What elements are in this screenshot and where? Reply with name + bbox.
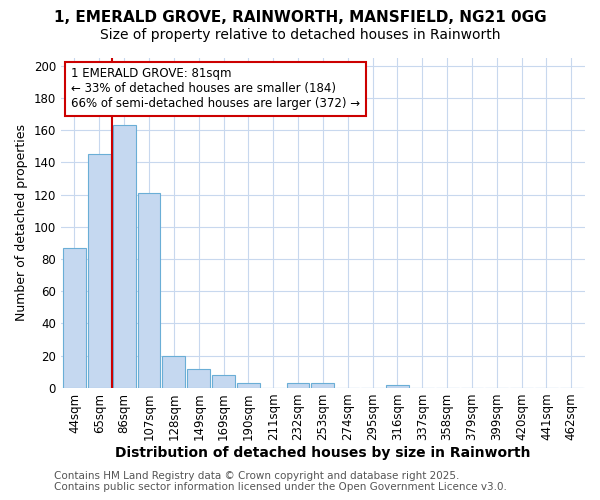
- Text: Contains HM Land Registry data © Crown copyright and database right 2025.
Contai: Contains HM Land Registry data © Crown c…: [54, 471, 507, 492]
- Bar: [311, 383, 334, 388]
- Bar: [386, 384, 409, 388]
- Bar: [212, 375, 235, 388]
- Bar: [237, 383, 260, 388]
- Bar: [187, 368, 210, 388]
- Bar: [88, 154, 111, 388]
- Y-axis label: Number of detached properties: Number of detached properties: [15, 124, 28, 321]
- Bar: [137, 193, 160, 388]
- X-axis label: Distribution of detached houses by size in Rainworth: Distribution of detached houses by size …: [115, 446, 530, 460]
- Bar: [287, 383, 310, 388]
- Text: Size of property relative to detached houses in Rainworth: Size of property relative to detached ho…: [100, 28, 500, 42]
- Text: 1 EMERALD GROVE: 81sqm
← 33% of detached houses are smaller (184)
66% of semi-de: 1 EMERALD GROVE: 81sqm ← 33% of detached…: [71, 68, 361, 110]
- Bar: [63, 248, 86, 388]
- Text: 1, EMERALD GROVE, RAINWORTH, MANSFIELD, NG21 0GG: 1, EMERALD GROVE, RAINWORTH, MANSFIELD, …: [53, 10, 547, 25]
- Bar: [163, 356, 185, 388]
- Bar: [113, 125, 136, 388]
